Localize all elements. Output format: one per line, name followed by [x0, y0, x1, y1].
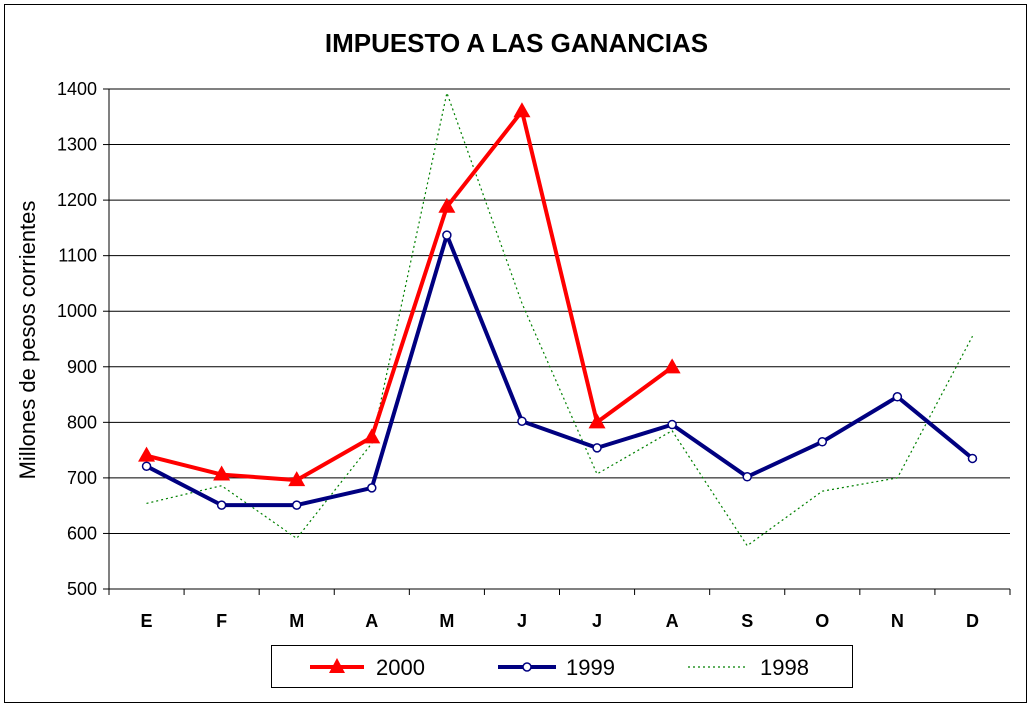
y-tick-label-600: 600 — [67, 523, 97, 543]
x-tick-label-9: O — [815, 611, 829, 631]
x-tick-label-0: E — [141, 611, 153, 631]
legend-label-1999: 1999 — [566, 655, 615, 680]
point-1999-1 — [216, 500, 227, 510]
legend-swatch-1999 — [498, 662, 556, 672]
point-1999-6 — [592, 443, 602, 453]
chart-title: IMPUESTO A LAS GANANCIAS — [324, 28, 709, 58]
series-line-1999 — [145, 233, 974, 508]
point-2000-2 — [288, 471, 306, 487]
point-2000-7 — [663, 358, 681, 374]
y-tick-label-1000: 1000 — [57, 301, 97, 321]
legend-item-2000: 2000 — [302, 646, 472, 687]
x-tick-label-1: F — [216, 611, 227, 631]
point-1999-10 — [892, 392, 903, 402]
point-2000-1 — [213, 465, 231, 481]
y-tick-label-1200: 1200 — [57, 190, 97, 210]
y-tick-label-1300: 1300 — [57, 135, 97, 155]
series-line-1998 — [146, 92, 974, 547]
x-tick-label-6: J — [592, 611, 602, 631]
point-2000-6 — [588, 413, 606, 429]
point-1999-9 — [817, 437, 828, 447]
y-tick-label-900: 900 — [67, 357, 97, 377]
point-1999-5 — [517, 416, 527, 426]
point-1999-8 — [742, 472, 752, 482]
series-line-2000 — [146, 109, 674, 483]
x-tick-label-2: M — [289, 611, 304, 631]
x-tick-label-8: S — [741, 611, 753, 631]
y-tick-label-500: 500 — [67, 579, 97, 599]
legend-label-2000: 2000 — [376, 655, 425, 680]
x-tick-label-11: D — [966, 611, 979, 631]
x-tick-label-5: J — [517, 611, 527, 631]
point-2000-0 — [138, 446, 156, 462]
point-1999-4 — [442, 230, 452, 240]
legend: 2000 1999 1998 — [271, 645, 853, 688]
point-1999-7 — [667, 419, 677, 430]
point-2000-5 — [513, 102, 531, 118]
point-1999-2 — [291, 500, 302, 510]
legend-label-1998: 1998 — [760, 655, 809, 680]
point-1999-3 — [367, 483, 377, 493]
legend-item-1999: 1999 — [492, 646, 662, 687]
point-1999-0 — [141, 461, 152, 471]
point-2000-3 — [363, 428, 381, 444]
legend-item-1998: 1998 — [682, 646, 852, 687]
x-tick-label-7: A — [666, 611, 679, 631]
y-tick-label-800: 800 — [67, 412, 97, 432]
y-tick-label-700: 700 — [67, 468, 97, 488]
x-tick-label-10: N — [891, 611, 904, 631]
legend-swatch-1998 — [688, 666, 746, 668]
point-2000-4 — [438, 197, 456, 213]
point-1999-11 — [967, 453, 978, 464]
legend-swatch-2000 — [310, 658, 364, 673]
y-tick-label-1400: 1400 — [57, 79, 97, 99]
y-tick-label-1100: 1100 — [58, 246, 97, 266]
x-tick-label-4: M — [439, 611, 454, 631]
x-tick-label-3: A — [365, 611, 378, 631]
